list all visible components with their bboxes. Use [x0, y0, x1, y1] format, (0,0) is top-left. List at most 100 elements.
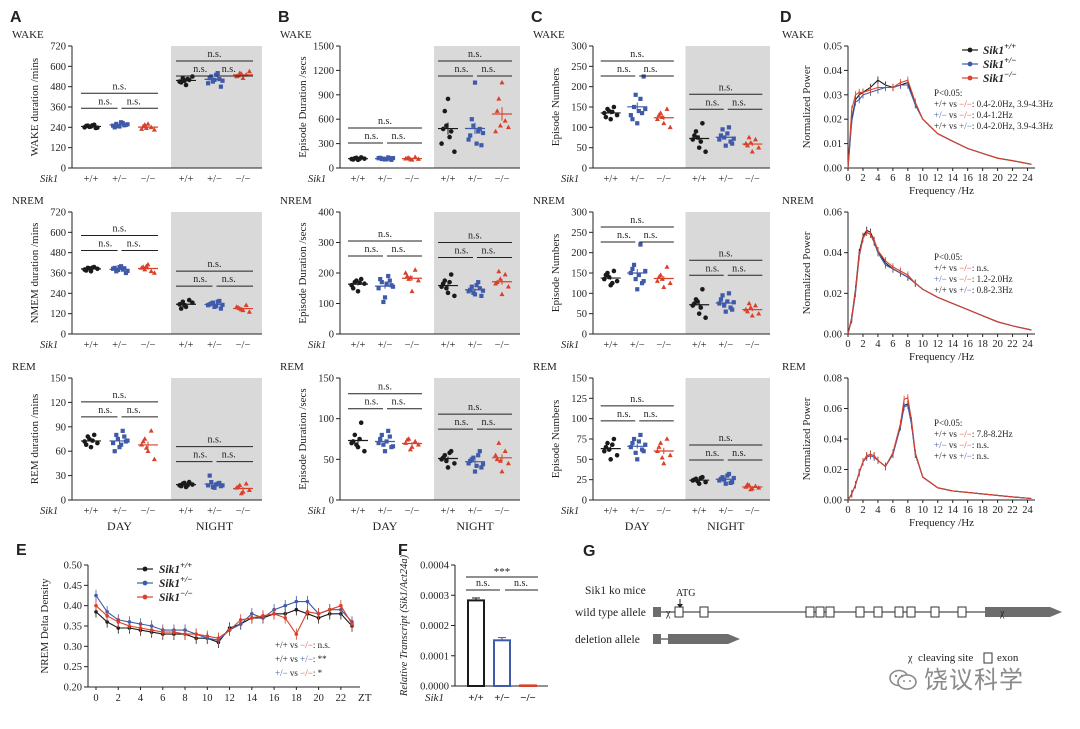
sig-label: n.s. — [617, 64, 631, 75]
genotype-tick-label: −/− — [495, 340, 510, 351]
genotype-tick-label: +/+ — [179, 340, 194, 351]
genotype-tick-label: +/+ — [603, 340, 618, 351]
cleaving-site-legend-label: cleaving site — [918, 652, 973, 664]
data-point — [111, 440, 116, 446]
data-point — [635, 287, 640, 292]
data-point — [502, 118, 508, 123]
data-point — [250, 616, 254, 620]
y-tick-label: 120 — [50, 143, 66, 154]
genotype-tick-label: +/− — [207, 174, 222, 185]
sig-label: n.s. — [365, 131, 379, 142]
data-point — [218, 306, 223, 311]
genotype-axis-label: Sik1 — [425, 692, 444, 704]
x-tick-label: 22 — [336, 693, 347, 704]
data-point — [748, 486, 754, 492]
stats-line: +/+ vs −/−: n.s. — [275, 640, 330, 650]
y-tick-label: 0 — [61, 164, 66, 175]
stats-line: +/+ vs +/−: ** — [275, 654, 327, 664]
data-point — [476, 129, 481, 134]
data-point — [496, 440, 502, 445]
genotype-tick-label: +/− — [494, 692, 510, 704]
data-point — [718, 133, 724, 138]
genotype-tick-label: −/− — [656, 506, 671, 517]
y-tick-label: 0.25 — [64, 662, 82, 673]
y-tick-label: 0.04 — [824, 66, 843, 77]
x-tick-label: 22 — [1007, 339, 1018, 350]
genotype-tick-label: +/− — [630, 340, 645, 351]
data-point — [479, 465, 484, 470]
stats-genotype-b: −/− — [959, 440, 972, 450]
data-point — [178, 306, 184, 311]
y-tick-label: 0.04 — [824, 248, 843, 259]
x-tick-label: 8 — [905, 173, 910, 184]
stats-line: +/+ vs +/−: n.s. — [934, 451, 989, 461]
x-tick-label: 14 — [947, 505, 958, 516]
data-point — [720, 293, 725, 298]
last-exon — [668, 634, 740, 644]
data-point — [119, 264, 124, 269]
stats-range: : n.s. — [972, 263, 989, 273]
data-point — [386, 273, 391, 279]
y-tick-label: 100 — [318, 414, 334, 425]
sig-label: n.s. — [98, 96, 112, 107]
y-tick-label: 0 — [582, 496, 587, 507]
group-label-day: DAY — [107, 519, 132, 533]
y-tick-label: 0.30 — [64, 642, 82, 653]
data-point — [628, 113, 633, 118]
y-tick-label: 150 — [50, 374, 66, 385]
data-point — [639, 447, 645, 452]
data-point — [756, 144, 762, 150]
data-point — [445, 96, 451, 102]
wt-allele-label: wild type allele — [575, 607, 646, 619]
data-point — [206, 483, 211, 488]
data-point — [638, 242, 643, 247]
data-point — [497, 458, 503, 463]
state-label: REM — [12, 361, 36, 373]
data-point — [218, 84, 223, 89]
data-point — [261, 614, 265, 618]
data-point — [283, 616, 288, 620]
data-point — [635, 121, 640, 126]
legend-marker — [142, 580, 148, 586]
sig-label: n.s. — [732, 263, 746, 274]
data-point — [94, 609, 98, 614]
genotype-axis-label: Sik1 — [40, 506, 58, 517]
stats-genotype-a: +/+ — [934, 285, 947, 295]
data-point — [700, 120, 705, 126]
genotype-axis-label: Sik1 — [561, 340, 579, 351]
stats-range: : 0.4-2.0Hz, 3.9-4.3Hz — [972, 99, 1053, 109]
data-point — [728, 480, 733, 486]
data-point — [496, 96, 502, 101]
exon — [873, 606, 883, 618]
genotype-axis-label: Sik1 — [308, 340, 326, 351]
genotype-tick-label: −/− — [656, 340, 671, 351]
data-point — [499, 291, 505, 297]
stats-line: +/+ vs −/−: 7.8-8.2Hz — [934, 429, 1013, 439]
last-exon — [985, 607, 1062, 617]
stats-genotype-a: +/+ — [934, 451, 947, 461]
y-tick-label: 0.35 — [64, 622, 82, 633]
y-tick-label: 0.00 — [824, 164, 842, 175]
data-point — [466, 137, 471, 142]
y-tick-label: 50 — [577, 309, 588, 320]
data-point — [387, 434, 392, 439]
genotype-tick-label: +/+ — [351, 506, 366, 517]
data-point — [661, 460, 667, 466]
data-point — [630, 266, 635, 272]
data-point — [472, 469, 478, 474]
data-point — [381, 442, 386, 447]
data-point — [608, 457, 613, 462]
data-point — [210, 79, 215, 84]
sig-label: n.s. — [706, 263, 720, 274]
data-point — [378, 436, 383, 442]
data-point — [469, 284, 474, 289]
data-point — [479, 293, 484, 298]
data-point — [142, 266, 148, 272]
y-tick-label: 600 — [318, 115, 334, 126]
x-tick-label: 24 — [1022, 505, 1033, 516]
data-point — [636, 108, 641, 114]
y-tick-label: 0.40 — [64, 601, 82, 612]
y-tick-label: 150 — [571, 374, 587, 385]
legend-superscript: −/− — [180, 588, 193, 598]
